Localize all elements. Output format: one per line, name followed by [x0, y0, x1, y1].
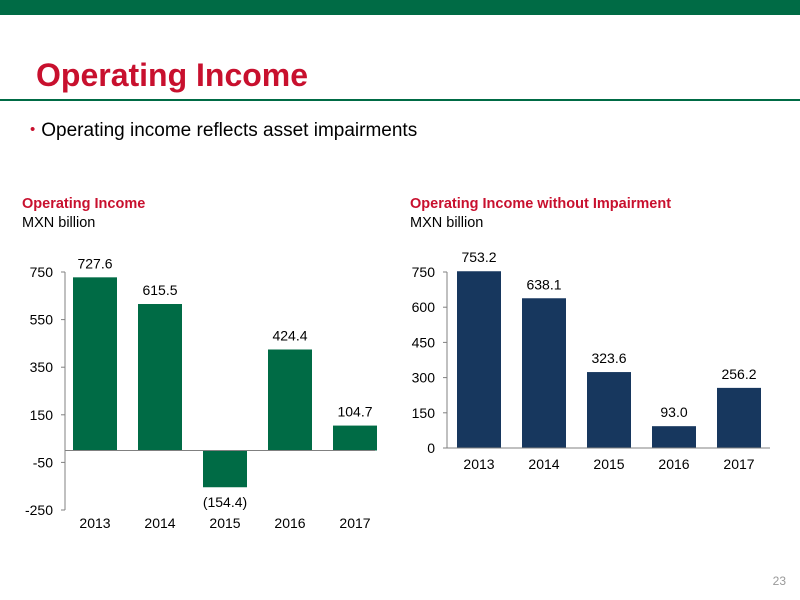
chart-2-value-label: 256.2 [721, 366, 756, 382]
chart-1-category-label: 2014 [144, 515, 175, 531]
page-number: 23 [772, 574, 786, 588]
chart-2-category-label: 2015 [593, 456, 624, 472]
chart-1-subtitle: MXN billion [22, 215, 96, 231]
chart-2-bar [652, 426, 696, 448]
chart-2-subtitle: MXN billion [410, 215, 484, 231]
bullet-text: Operating income reflects asset impairme… [41, 120, 418, 141]
chart-1-bar [203, 450, 247, 488]
chart-1-value-label: 424.4 [272, 327, 307, 343]
chart-1-bar [138, 304, 182, 451]
chart-2-bar [717, 387, 761, 448]
operating-income-without-impairment-chart: 750 600 450 300 150 0 753.2 2013 638.1 2014 323.6 2… [412, 249, 770, 472]
chart-1-y-tick-label: 550 [30, 312, 54, 328]
chart-2-category-label: 2013 [463, 456, 494, 472]
chart-1-bar [73, 277, 117, 451]
chart-1-category-label: 2013 [79, 515, 110, 531]
bullet-dot-icon: • [30, 121, 36, 138]
slide-title: Operating Income [36, 57, 309, 93]
chart-2-title: Operating Income without Impairment [410, 196, 672, 212]
chart-2-y-tick-label: 600 [412, 299, 436, 315]
chart-1-value-label: 615.5 [142, 282, 177, 298]
chart-2-bar [522, 298, 566, 448]
chart-2-y-tick-label: 300 [412, 370, 436, 386]
chart-1-value-label: 727.6 [77, 255, 112, 271]
chart-1-y-tick-label: 350 [30, 359, 54, 375]
chart-1-bar [268, 349, 312, 451]
chart-2-bar [457, 271, 501, 448]
chart-1-y-tick-label: -250 [25, 502, 53, 518]
chart-2-y-tick-label: 150 [412, 405, 436, 421]
chart-1-y-tick-label: 750 [30, 264, 54, 280]
chart-2-value-label: 638.1 [526, 276, 561, 292]
top-brand-bar [0, 0, 800, 15]
chart-2-y-tick-label: 750 [412, 264, 436, 280]
chart-1-y-tick-label: 150 [30, 407, 54, 423]
chart-2-value-label: 93.0 [660, 404, 687, 420]
chart-2-value-label: 323.6 [591, 350, 626, 366]
operating-income-chart: 750 550 350 150 -50 -250 727.6 2013 615.5 2014 (15… [25, 255, 377, 531]
chart-2-bar [587, 372, 631, 448]
chart-1-category-label: 2017 [339, 515, 370, 531]
chart-2-category-label: 2016 [658, 456, 689, 472]
chart-1-title: Operating Income [22, 196, 146, 212]
chart-2-value-label: 753.2 [461, 249, 496, 265]
chart-2-y-tick-label: 450 [412, 334, 436, 350]
chart-2-category-label: 2017 [723, 456, 754, 472]
bullet-item: • Operating income reflects asset impairm… [30, 120, 417, 142]
chart-1-value-label: (154.4) [203, 494, 247, 510]
chart-2-y-tick-label: 0 [427, 440, 435, 456]
chart-1-y-tick-label: -50 [33, 454, 53, 470]
chart-2-category-label: 2014 [528, 456, 559, 472]
chart-1-value-label: 104.7 [337, 404, 372, 420]
chart-1-bar [333, 425, 377, 451]
chart-1-category-label: 2015 [209, 515, 240, 531]
chart-1-category-label: 2016 [274, 515, 305, 531]
title-divider [0, 99, 800, 101]
